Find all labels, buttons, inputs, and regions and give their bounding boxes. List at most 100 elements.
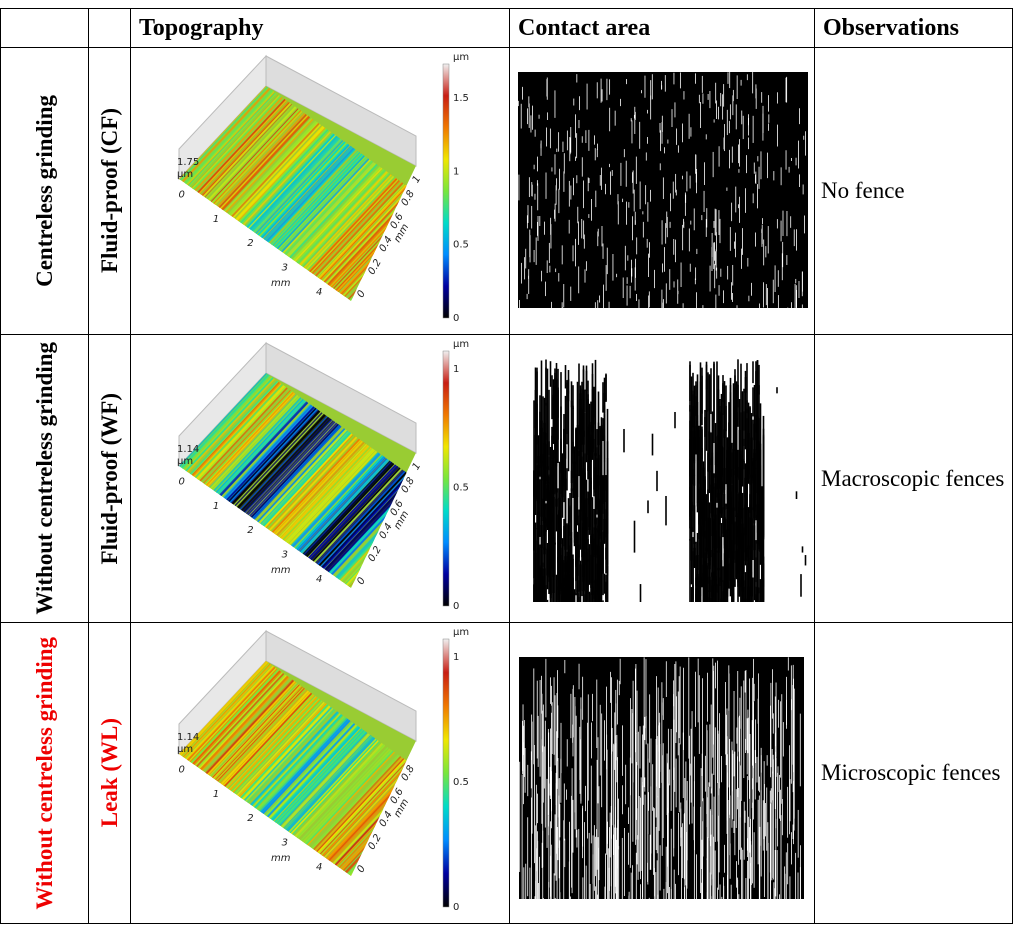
- surface-stripe: [237, 414, 327, 509]
- surface-stripe: [229, 408, 318, 503]
- topography-cell: 0 1 2 3 4 mm 0 0.2 0.4 0.6 0.8 1 mm 1.75 µm µm 1.5 1 0.5 0: [130, 47, 510, 335]
- surface-stripe: [322, 187, 411, 282]
- surface-stripe: [247, 134, 336, 229]
- surface-stripe: [236, 701, 325, 796]
- surface-stripe: [222, 691, 311, 787]
- surface-stripe: [314, 757, 403, 852]
- surface-stripe: [290, 452, 380, 547]
- surface-stripe: [233, 699, 322, 794]
- surface-stripe: [202, 102, 291, 197]
- surface-stripe: [230, 409, 319, 504]
- surface-stripe: [310, 179, 399, 274]
- surface-stripe: [303, 174, 392, 269]
- surface-stripe: [206, 392, 295, 487]
- surface-stripe: [230, 697, 320, 792]
- surface-stripe: [191, 94, 280, 189]
- y-tick-label: 1: [411, 174, 424, 185]
- surface-stripe: [224, 404, 313, 499]
- contact-cell: [509, 334, 815, 623]
- surface-stripe: [270, 151, 360, 246]
- surface-stripe: [298, 457, 388, 553]
- observation-cell: Macroscopic fences: [814, 334, 1013, 623]
- surface-stripe: [196, 385, 286, 480]
- surface-stripe: [323, 188, 412, 283]
- surface-stripe: [184, 89, 273, 184]
- surface-stripe: [276, 155, 365, 250]
- colorbar-tick: 1: [453, 166, 459, 177]
- surface-stripe: [179, 373, 269, 468]
- surface-stripe: [272, 151, 361, 247]
- surface-stripe: [225, 118, 314, 213]
- label-cell: Without centreless grinding: [0, 334, 89, 623]
- colorbar-unit: µm: [453, 339, 469, 350]
- surface-stripe: [234, 412, 323, 507]
- surface-stripe: [277, 155, 366, 251]
- surface-stripe: [257, 716, 347, 811]
- surface-stripe: [218, 114, 307, 209]
- surface-stripe: [300, 172, 390, 267]
- colorbar: [442, 350, 450, 607]
- surface-stripe: [212, 684, 301, 779]
- label-cell: Fluid-proof (CF): [88, 47, 131, 335]
- surface-stripe: [197, 98, 286, 194]
- surface-stripe: [194, 384, 283, 479]
- x-tick-label: 0: [178, 189, 184, 200]
- contact-image: [533, 359, 807, 602]
- table-row: Without centreless grinding Fluid-proof (…: [0, 334, 1013, 623]
- surface-stripe: [180, 86, 269, 181]
- surface-stripe: [185, 377, 274, 472]
- surface-stripe: [184, 376, 273, 471]
- surface-stripe: [306, 751, 396, 846]
- surface-stripe: [274, 440, 363, 535]
- surface-stripe: [317, 470, 406, 565]
- surface-stripe: [299, 171, 388, 266]
- contact-cell: [509, 622, 815, 924]
- process-label: Without centreless grinding: [31, 636, 57, 910]
- surface-stripe: [261, 431, 350, 526]
- surface-stripe: [231, 122, 320, 218]
- surface-stripe: [319, 760, 408, 855]
- surface-stripe: [261, 144, 350, 239]
- surface-stripe: [194, 96, 283, 191]
- surface-stripe: [309, 465, 398, 560]
- surface-stripe: [198, 386, 287, 481]
- surface-stripe: [200, 101, 290, 196]
- surface-stripe: [255, 139, 344, 235]
- surface-stripe: [297, 169, 386, 264]
- surface-stripe: [250, 136, 340, 231]
- surface-stripe: [241, 417, 330, 512]
- surface-stripe: [247, 421, 336, 516]
- sample-label: Fluid-proof (WF): [96, 392, 122, 565]
- surface-stripe: [285, 448, 375, 543]
- surface-stripe: [220, 690, 309, 785]
- surface-stripe: [291, 452, 380, 547]
- surface-stripe: [318, 185, 407, 280]
- surface-stripe: [294, 454, 383, 549]
- colorbar-tick: 0.5: [453, 483, 469, 494]
- surface-stripe: [267, 723, 356, 818]
- surface-stripe: [252, 425, 341, 520]
- surface-stripe: [217, 112, 306, 207]
- x-tick-label: 4: [316, 287, 322, 298]
- surface-stripe: [278, 731, 367, 826]
- surface-stripe: [214, 686, 303, 781]
- x-tick-label: 2: [247, 238, 253, 249]
- x-tick-label: 2: [247, 525, 253, 536]
- surface-stripe: [230, 697, 319, 792]
- surface-stripe: [281, 158, 370, 253]
- label-cell: Leak (WL): [88, 622, 131, 924]
- surface-stripe: [272, 439, 361, 534]
- height-unit: µm: [177, 456, 193, 467]
- surface-stripe: [271, 726, 360, 821]
- surface-stripe: [300, 458, 389, 553]
- surface-stripe: [228, 407, 317, 502]
- surface-stripe: [257, 141, 346, 236]
- surface-stripe: [296, 744, 385, 839]
- surface-stripe: [292, 453, 381, 548]
- x-tick-label: 1: [213, 789, 219, 800]
- surface-stripe: [226, 694, 315, 789]
- colorbar-tick: 1: [453, 364, 459, 375]
